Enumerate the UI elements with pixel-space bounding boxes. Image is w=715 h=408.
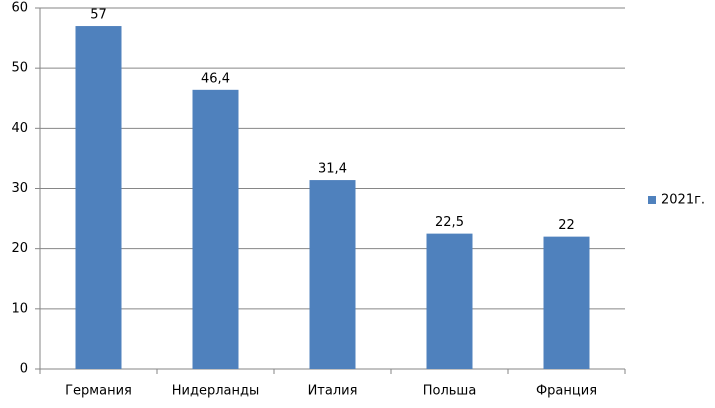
y-tick-label: 10: [11, 301, 28, 316]
x-tick-label: Нидерланды: [172, 384, 260, 399]
bar: [192, 89, 239, 370]
y-tick-label: 40: [11, 121, 28, 136]
value-label: 46,4: [201, 71, 230, 86]
value-label: 22: [558, 218, 575, 233]
y-tick-label: 50: [11, 61, 28, 76]
bar: [543, 236, 590, 369]
y-tick-label: 20: [11, 241, 28, 256]
y-tick-label: 30: [11, 181, 28, 196]
value-label: 22,5: [435, 215, 464, 230]
x-tick-label: Польша: [423, 384, 477, 399]
x-tick-label: Франция: [536, 384, 597, 399]
value-label: 57: [90, 8, 107, 23]
legend-label: 2021г.: [661, 193, 705, 208]
bar: [426, 233, 473, 369]
legend-swatch: [648, 196, 656, 204]
y-tick-label: 60: [11, 1, 28, 16]
bar: [309, 180, 356, 369]
y-tick-label: 0: [20, 362, 28, 377]
x-tick-label: Германия: [65, 384, 132, 399]
bar: [75, 26, 122, 370]
x-tick-label: Италия: [308, 384, 358, 399]
value-label: 31,4: [318, 162, 347, 177]
